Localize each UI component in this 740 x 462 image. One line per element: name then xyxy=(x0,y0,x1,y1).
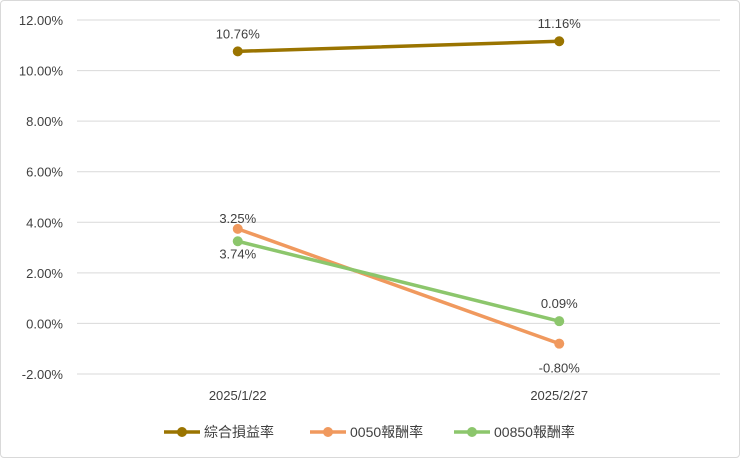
series-line xyxy=(236,227,561,346)
y-tick-label: 2.00% xyxy=(26,266,63,281)
y-tick-label: 0.00% xyxy=(26,316,63,331)
data-label: 0.09% xyxy=(541,296,578,311)
data-label: 10.76% xyxy=(216,26,261,41)
legend-label: 00850報酬率 xyxy=(494,424,575,440)
y-tick-label: -2.00% xyxy=(22,367,64,382)
legend-label: 綜合損益率 xyxy=(204,424,274,440)
y-tick-label: 8.00% xyxy=(26,114,63,129)
y-tick-label: 12.00% xyxy=(19,13,64,28)
x-tick-label: 2025/1/22 xyxy=(209,388,267,403)
legend-marker xyxy=(467,427,477,437)
data-point xyxy=(554,338,565,349)
series-line xyxy=(236,239,561,323)
y-tick-label: 10.00% xyxy=(19,64,64,79)
data-label: -0.80% xyxy=(539,361,581,376)
data-point xyxy=(554,316,565,327)
y-tick-label: 6.00% xyxy=(26,165,63,180)
data-point xyxy=(554,36,565,47)
data-label: 11.16% xyxy=(538,16,582,31)
series-line xyxy=(236,39,561,54)
legend-label: 0050報酬率 xyxy=(350,424,423,440)
data-point xyxy=(232,236,243,247)
data-point xyxy=(232,223,243,234)
y-tick-label: 4.00% xyxy=(26,215,63,230)
data-label: 3.74% xyxy=(219,246,256,261)
data-label: 3.25% xyxy=(219,211,256,226)
x-tick-label: 2025/2/27 xyxy=(530,388,588,403)
legend-marker xyxy=(177,427,187,437)
data-point xyxy=(232,46,243,57)
legend-marker xyxy=(323,427,333,437)
